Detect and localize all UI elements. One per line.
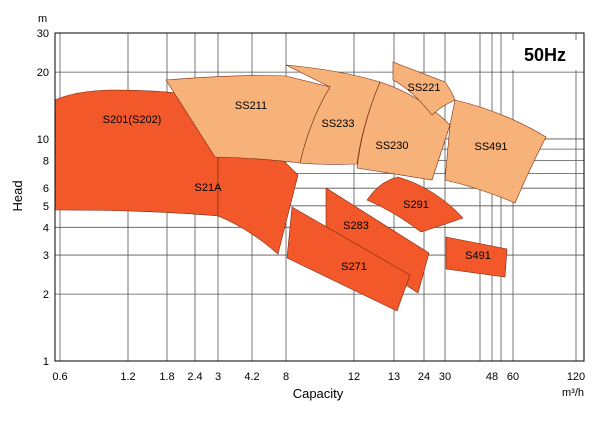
- region-label-ss233: SS233: [321, 118, 354, 130]
- x-tick-label: 8: [283, 371, 289, 383]
- region-label-s283: S283: [343, 220, 369, 232]
- region-label-s291: S291: [403, 199, 429, 211]
- region-ss491: [444, 99, 547, 204]
- region-ss233: [285, 64, 381, 165]
- y-tick-label: 30: [37, 28, 49, 40]
- x-tick-label: 24: [418, 371, 430, 383]
- pump-regions: S201(S202) S21A SS211 SS233 SS230 SS221 SS491 S…: [54, 61, 547, 312]
- x-unit-label: m³/h: [562, 387, 584, 399]
- region-s271: [286, 206, 411, 312]
- region-label-s491: S491: [465, 250, 491, 262]
- x-tick-labels: 0.6 1.2 1.8 2.4 3 4.2 8 12 13 24 30 48 60 120: [52, 371, 585, 383]
- region-label-ss491: SS491: [474, 141, 507, 153]
- y-tick-labels: 1 2 3 4 5 6 8 10 20 30: [37, 28, 49, 368]
- frequency-badge: [512, 40, 578, 70]
- y-tick-label: 20: [37, 67, 49, 79]
- x-tick-label: 3: [215, 371, 221, 383]
- x-tick-label: 60: [507, 371, 519, 383]
- x-tick-label: 30: [439, 371, 451, 383]
- region-label-s271: S271: [341, 261, 367, 273]
- y-axis-label: Head: [10, 180, 25, 211]
- y-tick-label: 6: [43, 183, 49, 195]
- x-tick-label: 1.8: [159, 371, 174, 383]
- y-tick-label: 1: [43, 356, 49, 368]
- region-s283: [325, 187, 430, 294]
- frequency-label: 50Hz: [524, 45, 566, 65]
- plot-frame: [54, 32, 585, 362]
- region-label-ss230: SS230: [375, 140, 408, 152]
- y-tick-label: 10: [37, 134, 49, 146]
- y-tick-label: 8: [43, 155, 49, 167]
- x-tick-label: 0.6: [52, 371, 67, 383]
- region-ss221: [392, 61, 456, 116]
- x-tick-label: 13: [388, 371, 400, 383]
- region-s491: [445, 236, 508, 278]
- region-label-s21a: S21A: [195, 182, 223, 194]
- x-axis-label: Capacity: [293, 386, 344, 401]
- region-label-ss211: SS211: [235, 100, 267, 112]
- y-unit-label: m: [38, 13, 47, 25]
- x-tick-label: 120: [567, 371, 585, 383]
- region-label-ss221: SS221: [407, 82, 440, 94]
- x-tick-label: 4.2: [244, 371, 259, 383]
- y-tick-label: 5: [43, 201, 49, 213]
- x-tick-label: 12: [348, 371, 360, 383]
- x-tick-label: 48: [486, 371, 498, 383]
- y-tick-label: 4: [43, 222, 49, 234]
- region-s291: [366, 176, 464, 233]
- y-tick-label: 2: [43, 289, 49, 301]
- y-tick-label: 3: [43, 250, 49, 262]
- x-tick-label: 2.4: [187, 371, 202, 383]
- x-tick-label: 1.2: [120, 371, 135, 383]
- region-label-s201-s202: S201(S202): [103, 114, 162, 126]
